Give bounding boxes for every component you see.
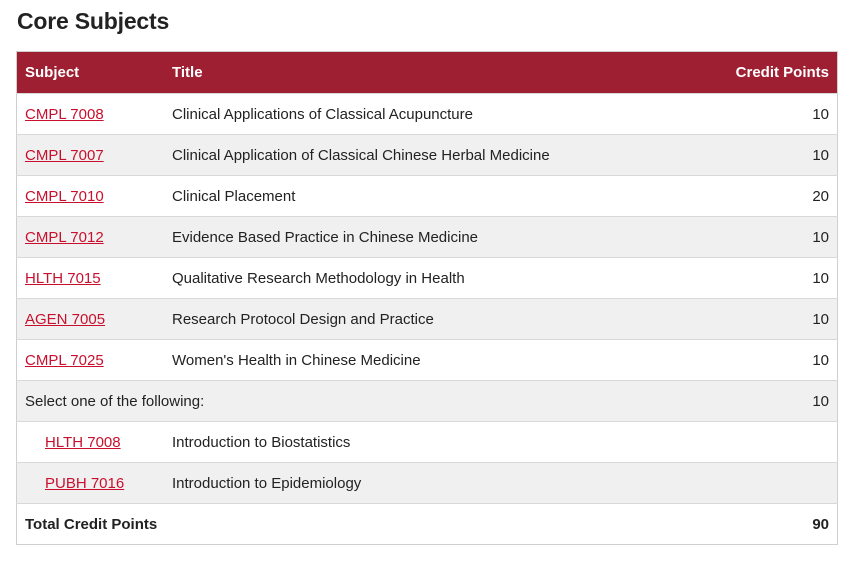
option-row: HLTH 7008 Introduction to Biostatistics (16, 421, 838, 463)
option-credits (690, 462, 838, 504)
select-one-row: Select one of the following: 10 (16, 380, 838, 422)
subject-title: Women's Health in Chinese Medicine (164, 339, 691, 381)
subject-title: Qualitative Research Methodology in Heal… (164, 257, 691, 299)
subject-credits: 10 (690, 298, 838, 340)
subject-credits: 10 (690, 257, 838, 299)
core-subjects-table: Subject Title Credit Points CMPL 7008 Cl… (16, 51, 838, 545)
total-label: Total Credit Points (16, 503, 691, 545)
subject-credits: 10 (690, 134, 838, 176)
subject-title: Clinical Application of Classical Chines… (164, 134, 691, 176)
select-one-label: Select one of the following: (16, 380, 691, 422)
table-row: HLTH 7015 Qualitative Research Methodolo… (16, 257, 838, 299)
subject-credits: 10 (690, 216, 838, 258)
subject-code-link[interactable]: CMPL 7008 (25, 105, 104, 123)
subject-title: Research Protocol Design and Practice (164, 298, 691, 340)
table-row: CMPL 7012 Evidence Based Practice in Chi… (16, 216, 838, 258)
header-subject: Subject (16, 51, 164, 94)
subject-credits: 10 (690, 339, 838, 381)
option-title: Introduction to Epidemiology (164, 462, 691, 504)
option-row: PUBH 7016 Introduction to Epidemiology (16, 462, 838, 504)
subject-code-link[interactable]: CMPL 7025 (25, 351, 104, 369)
table-row: CMPL 7010 Clinical Placement 20 (16, 175, 838, 217)
table-row: CMPL 7007 Clinical Application of Classi… (16, 134, 838, 176)
subject-code-link[interactable]: CMPL 7007 (25, 146, 104, 164)
subject-title: Evidence Based Practice in Chinese Medic… (164, 216, 691, 258)
table-row: AGEN 7005 Research Protocol Design and P… (16, 298, 838, 340)
option-credits (690, 421, 838, 463)
header-credit-points: Credit Points (690, 51, 838, 94)
table-header-row: Subject Title Credit Points (16, 51, 838, 94)
subject-title: Clinical Placement (164, 175, 691, 217)
table-row: CMPL 7008 Clinical Applications of Class… (16, 93, 838, 135)
table-row: CMPL 7025 Women's Health in Chinese Medi… (16, 339, 838, 381)
subject-code-link[interactable]: CMPL 7012 (25, 228, 104, 246)
total-row: Total Credit Points 90 (16, 503, 838, 545)
subject-code-link[interactable]: CMPL 7010 (25, 187, 104, 205)
page-title: Core Subjects (17, 8, 170, 34)
subject-code-link[interactable]: HLTH 7015 (25, 269, 101, 287)
option-title: Introduction to Biostatistics (164, 421, 691, 463)
subject-title: Clinical Applications of Classical Acupu… (164, 93, 691, 135)
total-credits: 90 (690, 503, 838, 545)
subject-credits: 10 (690, 93, 838, 135)
subject-credits: 20 (690, 175, 838, 217)
option-code-link[interactable]: PUBH 7016 (45, 474, 125, 492)
select-one-credits: 10 (690, 380, 838, 422)
option-code-link[interactable]: HLTH 7008 (45, 433, 121, 451)
header-title: Title (164, 51, 691, 94)
subject-code-link[interactable]: AGEN 7005 (25, 310, 106, 328)
